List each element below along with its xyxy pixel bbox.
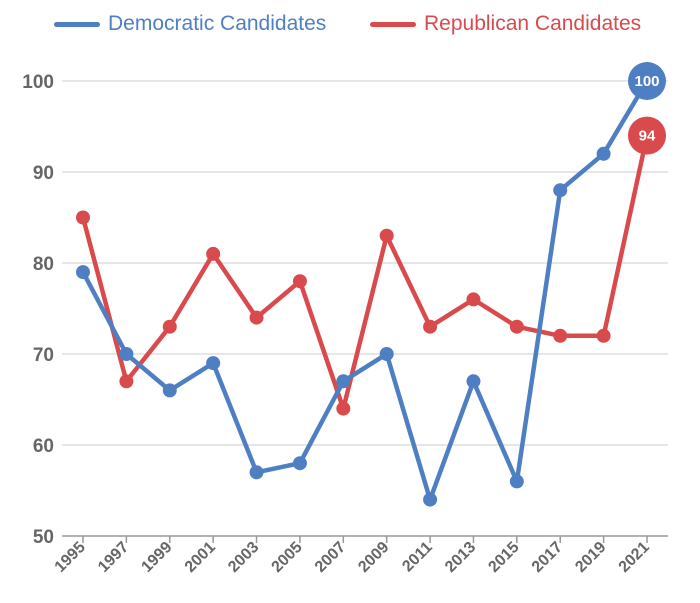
data-point-republican [379,228,394,243]
y-tick-label: 70 [33,345,54,366]
end-label-republican: 94 [639,128,656,145]
x-tick-label: 1995 [52,539,89,576]
legend: Democratic Candidates Republican Candida… [0,12,700,42]
data-point-republican [119,374,134,389]
x-tick-label: 2011 [399,539,436,576]
y-tick-label: 60 [33,436,54,457]
data-point-republican [249,310,264,325]
data-point-democratic [292,456,307,471]
end-marker-democratic [628,62,666,100]
data-point-democratic [249,465,264,480]
x-tick-label: 2021 [616,539,653,576]
legend-label-democratic: Democratic Candidates [108,12,327,35]
y-tick-label: 90 [33,163,54,184]
data-point-democratic [336,374,351,389]
x-tick-label: 2013 [442,539,479,576]
data-point-democratic [76,265,90,280]
data-point-republican [76,210,90,225]
series-line-democratic [80,78,650,502]
data-point-democratic [379,347,394,361]
data-point-democratic [509,474,524,489]
data-point-democratic [553,183,568,198]
legend-item-democratic: Democratic Candidates [54,12,326,36]
y-tick-label: 50 [33,527,54,548]
data-point-democratic [162,383,177,398]
end-label-democratic: 100 [634,73,659,90]
data-point-republican [423,319,438,334]
data-point-republican [336,401,351,416]
data-point-democratic [119,347,134,361]
end-marker-republican [628,116,666,155]
data-point-republican [292,274,307,289]
data-point-republican [206,246,221,261]
x-tick-label: 2007 [312,539,349,576]
data-point-republican [509,319,524,334]
data-point-democratic [423,492,438,507]
data-point-republican [553,328,568,343]
series-line-republican [80,133,650,411]
data-point-democratic [596,146,611,161]
legend-swatch-republican [370,21,416,27]
x-tick-label: 2015 [485,539,522,576]
legend-label-republican: Republican Candidates [424,12,642,35]
data-point-republican [596,328,611,343]
legend-swatch-democratic [54,21,100,27]
legend-item-republican: Republican Candidates [370,12,641,36]
x-tick-label: 2009 [355,539,392,576]
x-tick-label: 2001 [182,539,219,576]
x-tick-label: 2017 [529,539,566,576]
data-point-democratic [206,356,221,371]
data-point-democratic [466,374,481,389]
y-tick-label: 100 [22,72,54,93]
x-tick-label: 1997 [95,539,132,576]
x-tick-label: 2019 [572,539,609,576]
x-tick-label: 1999 [138,539,175,576]
data-point-republican [466,292,481,307]
x-tick-label: 2005 [269,539,306,576]
y-tick-label: 80 [33,254,54,275]
x-tick-label: 2003 [225,539,262,576]
data-point-republican [162,319,177,334]
